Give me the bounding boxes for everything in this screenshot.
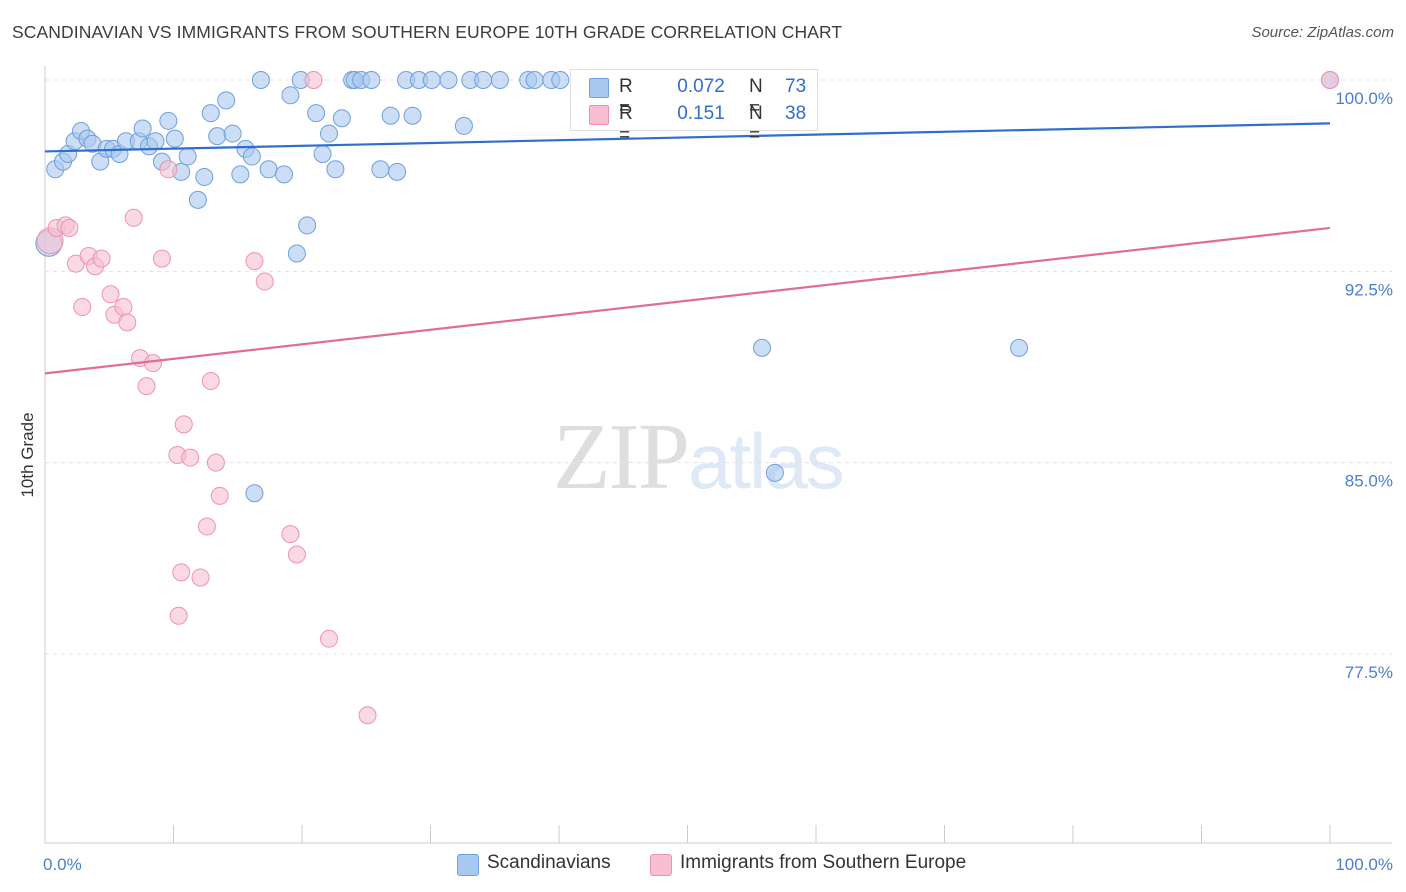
scandinavian-point [245,484,264,503]
immigrant-point [206,453,225,472]
legend-r-label: R = [619,76,633,119]
immigrant-point [124,208,143,227]
immigrant-point [101,285,120,304]
scandinavian-point [371,160,390,179]
immigrant-point [181,448,200,467]
scandinavian-point [454,116,473,135]
immigrant-point [174,415,193,434]
immigrant-point [114,298,133,317]
watermark-zip: ZIP [553,405,690,509]
immigrant-point [201,372,220,391]
immigrant-point [255,272,274,291]
immigrant-point [210,486,229,505]
scandinavian-point [362,71,381,89]
immigrant-point [169,606,188,625]
x-tick-label: 100.0% [1335,855,1393,874]
scandinavian-point [422,71,441,89]
watermark-atlas: atlas [688,417,845,505]
scandinavian-point [1010,338,1029,357]
scandinavian-point [551,71,570,89]
immigrant-point [197,517,216,536]
scandinavian-point [223,124,242,143]
scandinavian-point [319,124,338,143]
legend-n-value: 38 [785,103,807,124]
immigrant-point [60,218,79,237]
scandinavian-point [490,71,509,89]
scandinavian-point [313,144,332,163]
scandinavian-point [403,106,422,125]
scandinavian-point [326,160,345,179]
scandinavian-point [217,91,236,110]
watermark: ZIPatlas [553,402,845,511]
immigrant-point [159,160,178,179]
immigrant-point [319,629,338,648]
scandinavian-point [178,147,197,166]
scandinavian-trend-line [44,122,1331,153]
scandinavian-point [242,147,261,166]
scandinavian-point [133,119,152,138]
scandinavian-point [146,132,165,151]
scandinavian-point [307,104,326,123]
scandinavian-point [381,106,400,125]
series-legend-label: Scandinavians [487,852,611,873]
immigrant-point [358,706,377,725]
immigrant-point [245,252,264,271]
immigrant-point [304,71,323,89]
scandinavian-point [165,129,184,148]
series-legend: Scandinavians Immigrants from Southern E… [0,852,1406,876]
immigrant-trend-line [44,226,1331,375]
immigrant-point [152,249,171,268]
legend-n-label: N = [749,76,763,119]
scandinavian-point [439,71,458,89]
scandinavian-point [388,162,407,181]
scandinavian-point [525,71,544,89]
immigrant-point [281,525,300,544]
scandinavian-point [287,244,306,263]
scandinavian-point [251,71,270,89]
immigrant-point [137,377,156,396]
chart-title: SCANDINAVIAN VS IMMIGRANTS FROM SOUTHERN… [12,22,843,42]
series-swatch-blue [457,854,479,876]
legend-swatch-blue [589,78,609,98]
immigrant-point [73,298,92,317]
legend-r-value: 0.072 [677,76,725,97]
scandinavian-point [195,167,214,186]
scandinavian-point [259,160,278,179]
series-legend-label: Immigrants from Southern Europe [680,852,967,873]
y-tick-label: 100.0% [1335,89,1393,108]
y-axis-label: 10th Grade [18,412,37,498]
immigrant-point [1321,71,1339,89]
immigrant-point [92,249,111,268]
x-tick-label: 0.0% [43,855,82,874]
scandinavian-point [188,190,207,209]
legend-r-label: R = [619,103,633,146]
scandinavian-point [201,104,220,123]
legend-r-value: 0.151 [677,103,725,124]
scandinavian-point [298,216,317,235]
legend-swatch-pink [589,105,609,125]
scandinavian-point [208,127,227,146]
y-tick-label: 77.5% [1345,663,1393,682]
scandinavian-point [231,165,250,184]
scandinavian-point [474,71,493,89]
immigrant-point [118,313,137,332]
y-tick-label: 85.0% [1345,472,1393,491]
chart-source: Source: ZipAtlas.com [1251,24,1394,41]
scandinavian-point [332,109,351,128]
series-swatch-pink [650,854,672,876]
immigrant-point [172,563,191,582]
correlation-legend: R = 0.072 N = 73 R = 0.151 N = 38 [570,69,818,146]
scandinavian-point [753,338,772,357]
legend-n-label: N = [749,103,763,146]
y-tick-label: 92.5% [1345,280,1393,299]
scandinavian-point [765,463,784,482]
scandinavian-point [275,165,294,184]
scandinavian-point [159,111,178,130]
immigrant-point [143,354,162,373]
scandinavian-point [281,86,300,105]
immigrant-point [287,545,306,564]
immigrant-point [191,568,210,587]
legend-n-value: 73 [785,76,807,97]
